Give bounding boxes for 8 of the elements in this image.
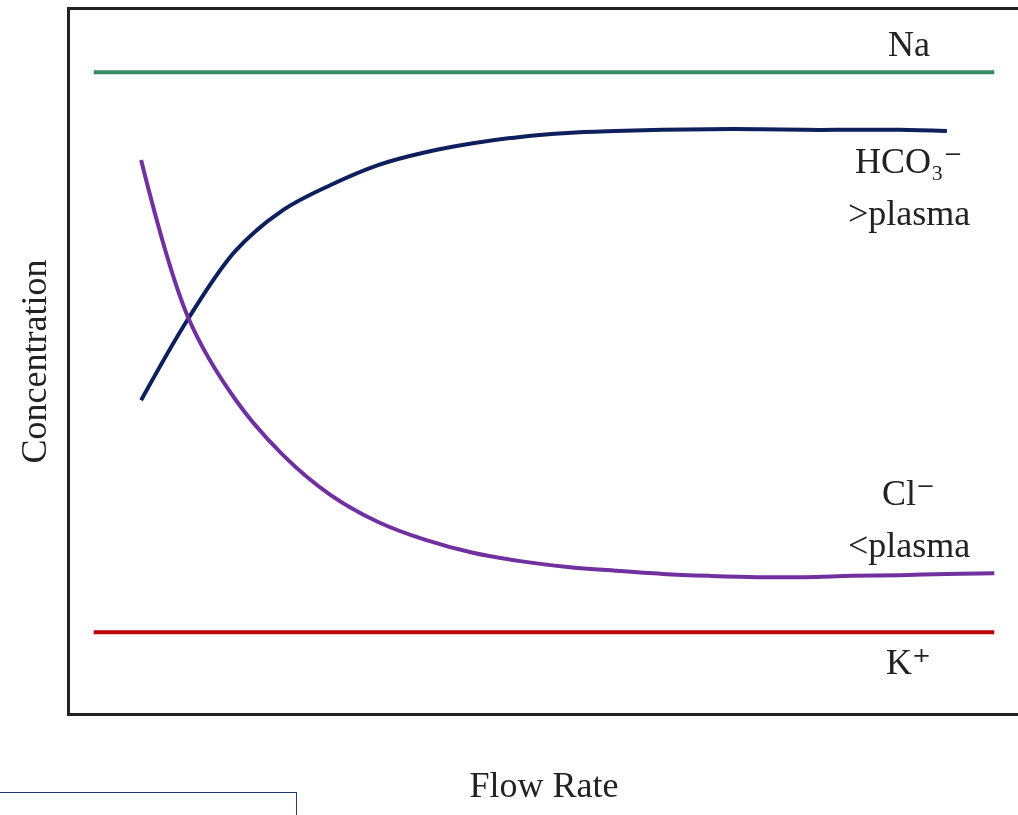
series-label: Na (888, 24, 930, 64)
x-axis-title: Flow Rate (469, 765, 619, 806)
series-label: Cl⁻ (882, 473, 936, 513)
series-label: HCO₃⁻ (855, 141, 963, 181)
series-label: K⁺ (886, 642, 931, 682)
y-axis-title: Concentration (13, 259, 54, 464)
annotation: <plasma (848, 525, 971, 565)
annotation: >plasma (848, 193, 971, 233)
